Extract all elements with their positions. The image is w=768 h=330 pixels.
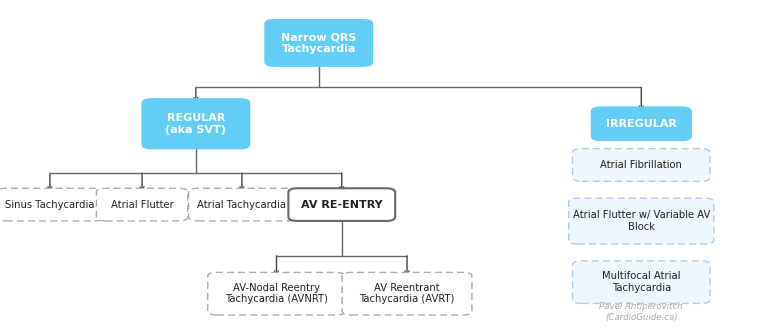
FancyBboxPatch shape	[572, 148, 710, 182]
FancyBboxPatch shape	[0, 188, 103, 221]
Text: AV-Nodal Reentry
Tachycardia (AVNRT): AV-Nodal Reentry Tachycardia (AVNRT)	[225, 283, 328, 305]
FancyBboxPatch shape	[188, 188, 295, 221]
Text: AV Reentrant
Tachycardia (AVRT): AV Reentrant Tachycardia (AVRT)	[359, 283, 455, 305]
Text: Sinus Tachycardia: Sinus Tachycardia	[5, 200, 94, 210]
FancyBboxPatch shape	[97, 188, 187, 221]
Text: Atrial Flutter w/ Variable AV
Block: Atrial Flutter w/ Variable AV Block	[573, 210, 710, 232]
Text: AV RE-ENTRY: AV RE-ENTRY	[301, 200, 382, 210]
Text: Atrial Tachycardia: Atrial Tachycardia	[197, 200, 286, 210]
FancyBboxPatch shape	[289, 188, 395, 221]
Text: Multifocal Atrial
Tachycardia: Multifocal Atrial Tachycardia	[602, 271, 680, 293]
Text: REGULAR
(aka SVT): REGULAR (aka SVT)	[165, 113, 227, 135]
FancyBboxPatch shape	[207, 273, 345, 315]
FancyBboxPatch shape	[572, 261, 710, 304]
FancyBboxPatch shape	[266, 20, 372, 66]
FancyBboxPatch shape	[568, 198, 714, 244]
Text: Atrial Fibrillation: Atrial Fibrillation	[601, 160, 682, 170]
Text: Narrow QRS
Tachycardia: Narrow QRS Tachycardia	[281, 32, 356, 54]
Text: IRREGULAR: IRREGULAR	[606, 119, 677, 129]
FancyBboxPatch shape	[343, 273, 472, 315]
FancyBboxPatch shape	[591, 108, 691, 140]
Text: Pavel Antiperovitch
(CardioGuide.ca): Pavel Antiperovitch (CardioGuide.ca)	[599, 302, 684, 322]
FancyBboxPatch shape	[143, 99, 249, 148]
Text: Atrial Flutter: Atrial Flutter	[111, 200, 174, 210]
